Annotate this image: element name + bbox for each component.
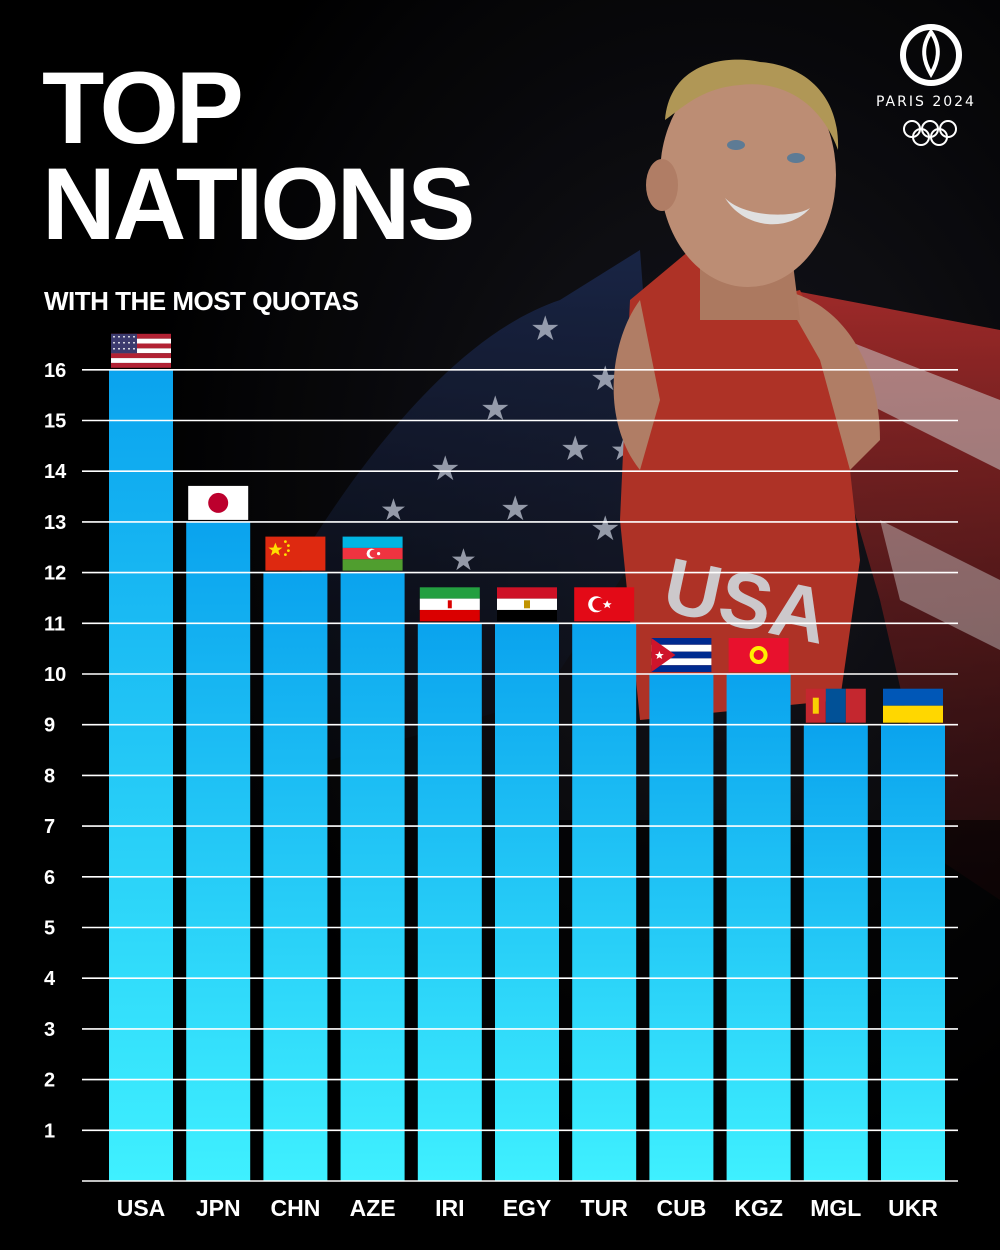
y-tick-label: 11 <box>44 613 65 635</box>
svg-text:★: ★ <box>560 429 590 469</box>
flag-azerbaijan-icon <box>342 536 403 571</box>
x-tick-label: TUR <box>581 1195 629 1221</box>
x-tick-label: CHN <box>270 1195 320 1221</box>
page-subtitle: WITH THE MOST QUOTAS <box>44 286 359 316</box>
y-tick-label: 4 <box>44 968 56 990</box>
x-tick-label: EGY <box>503 1195 552 1221</box>
svg-text:★: ★ <box>590 509 620 549</box>
gridlines-layer <box>82 368 958 1182</box>
flag-iran-icon <box>419 587 480 622</box>
title-line-2: NATIONS <box>42 147 475 261</box>
olympic-rings-icon <box>903 120 957 146</box>
flags-layer <box>111 333 943 723</box>
flag-mongolia-icon <box>805 688 866 723</box>
svg-text:★: ★ <box>480 389 510 429</box>
flag-kyrgyzstan-icon <box>728 638 789 672</box>
y-tick-label: 6 <box>44 867 55 889</box>
y-tick-label: 2 <box>44 1070 55 1092</box>
x-tick-label: JPN <box>196 1195 241 1221</box>
x-axis: USA JPN CHN AZE IRI EGY TUR CUB KGZ MGL UKR <box>117 1195 939 1221</box>
bar-mgl <box>803 724 868 1181</box>
y-tick-label: 12 <box>44 563 66 585</box>
bar-jpn <box>186 521 251 1181</box>
svg-text:★: ★ <box>530 309 560 349</box>
flag-usa-icon <box>111 333 171 368</box>
y-tick-label: 7 <box>44 816 55 838</box>
bar-ukr <box>881 724 945 1181</box>
y-tick-label: 10 <box>44 664 66 686</box>
y-tick-label: 13 <box>44 512 66 534</box>
y-tick-label: 8 <box>44 765 55 787</box>
x-tick-label: UKR <box>888 1195 938 1221</box>
y-tick-label: 1 <box>44 1120 55 1142</box>
flag-japan-icon <box>188 485 249 520</box>
bar-egy <box>495 623 559 1181</box>
y-tick-label: 9 <box>44 715 55 737</box>
y-tick-label: 16 <box>44 360 66 382</box>
bar-iri <box>417 623 482 1181</box>
page-title: TOP NATIONS <box>42 51 475 261</box>
y-tick-label: 14 <box>44 461 67 483</box>
paris-2024-logo: PARIS 2024 <box>868 22 978 152</box>
y-tick-label: 5 <box>44 918 55 940</box>
bar-tur <box>572 623 637 1181</box>
paris-flame-icon <box>900 24 962 86</box>
x-tick-label: CUB <box>656 1195 706 1221</box>
flag-china-icon <box>265 536 326 571</box>
x-tick-label: USA <box>117 1195 166 1221</box>
y-tick-label: 3 <box>44 1019 55 1041</box>
flag-ukraine-icon <box>883 688 943 723</box>
x-tick-label: IRI <box>435 1195 464 1221</box>
paris-2024-text: PARIS 2024 <box>876 94 976 110</box>
svg-text:★: ★ <box>430 449 460 489</box>
x-tick-label: AZE <box>350 1195 396 1221</box>
x-tick-label: KGZ <box>734 1195 783 1221</box>
flag-turkey-icon <box>574 587 635 622</box>
title-line-1: TOP <box>42 51 244 165</box>
x-tick-label: MGL <box>810 1195 861 1221</box>
flag-cuba-icon <box>651 638 712 672</box>
y-tick-label: 15 <box>44 411 66 433</box>
flag-egypt-icon <box>497 587 557 622</box>
